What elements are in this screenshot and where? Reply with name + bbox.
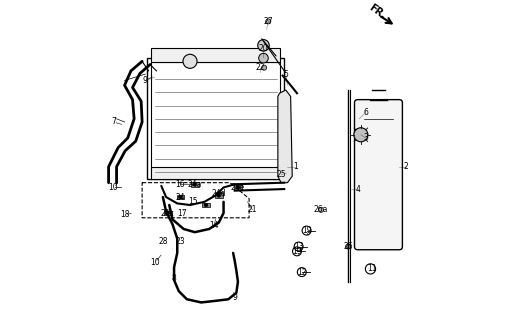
Circle shape	[166, 211, 170, 215]
Text: 10: 10	[150, 258, 160, 267]
Text: 11: 11	[367, 264, 377, 273]
Polygon shape	[278, 90, 292, 183]
Circle shape	[217, 194, 221, 197]
Bar	[202, 203, 210, 207]
Circle shape	[183, 54, 197, 68]
Text: 6: 6	[363, 108, 368, 117]
Text: 23: 23	[176, 237, 185, 246]
Text: 5: 5	[284, 69, 288, 79]
Text: 24a: 24a	[188, 180, 202, 189]
Text: 3: 3	[363, 133, 368, 142]
Circle shape	[236, 186, 240, 189]
Circle shape	[178, 195, 182, 199]
Circle shape	[193, 182, 197, 186]
Bar	[151, 62, 281, 176]
Text: 7: 7	[111, 117, 116, 126]
Circle shape	[354, 128, 368, 142]
Text: 9: 9	[143, 76, 148, 85]
Text: 9: 9	[233, 293, 237, 302]
Text: 24: 24	[176, 193, 185, 202]
Text: 28: 28	[158, 237, 168, 246]
Circle shape	[262, 65, 267, 70]
Text: 26: 26	[343, 242, 353, 251]
Text: 21: 21	[247, 205, 257, 214]
Bar	[215, 193, 223, 198]
FancyBboxPatch shape	[355, 100, 402, 250]
Text: 24c: 24c	[161, 209, 175, 218]
Text: 26a: 26a	[314, 205, 328, 214]
Text: 13: 13	[294, 242, 304, 251]
Text: 18: 18	[120, 210, 129, 219]
Text: 24e: 24e	[231, 183, 245, 192]
Bar	[151, 48, 281, 62]
Bar	[234, 185, 242, 190]
Bar	[215, 192, 223, 196]
Text: FR.: FR.	[366, 3, 387, 21]
Circle shape	[259, 53, 268, 63]
Circle shape	[217, 192, 221, 196]
Text: 25: 25	[276, 170, 286, 179]
Circle shape	[318, 207, 323, 212]
Text: 15: 15	[189, 197, 198, 206]
Text: 20: 20	[259, 44, 268, 53]
Text: 17: 17	[177, 209, 187, 218]
Text: 10: 10	[108, 183, 118, 192]
Text: 1: 1	[293, 162, 298, 171]
Circle shape	[345, 244, 351, 249]
Circle shape	[266, 19, 271, 24]
Text: 22: 22	[256, 63, 265, 72]
Text: 8: 8	[172, 274, 176, 283]
Text: 4: 4	[355, 185, 360, 194]
Bar	[164, 211, 172, 215]
Bar	[151, 167, 281, 180]
Circle shape	[258, 40, 269, 51]
Text: 2: 2	[403, 162, 408, 171]
Text: 12: 12	[297, 268, 307, 276]
Bar	[147, 58, 284, 180]
Circle shape	[204, 203, 208, 207]
Text: 27: 27	[264, 17, 273, 26]
Bar	[177, 195, 184, 199]
Text: 24d: 24d	[212, 189, 226, 198]
Text: 16: 16	[176, 180, 185, 189]
Bar	[191, 182, 199, 187]
Text: 19: 19	[302, 226, 311, 235]
Text: 19: 19	[292, 247, 302, 256]
Text: 14: 14	[209, 221, 219, 230]
